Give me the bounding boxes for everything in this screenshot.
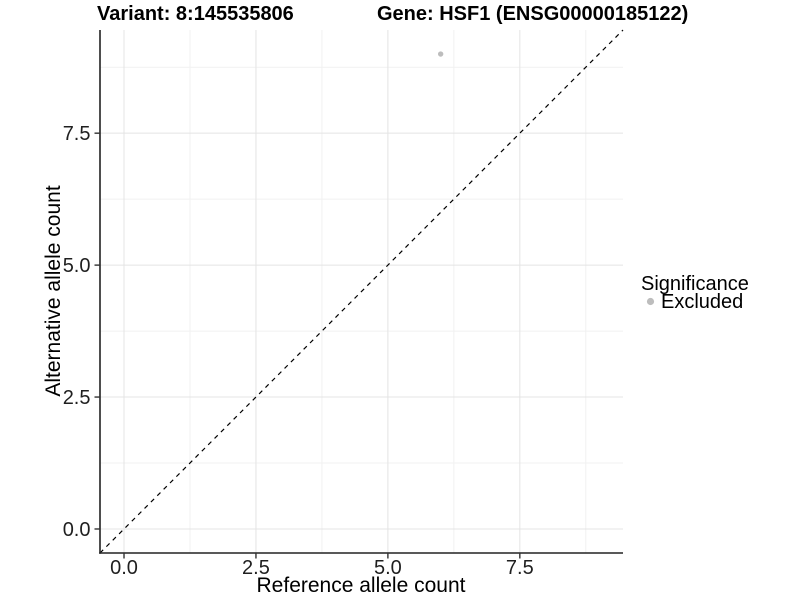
- y-tick-label: 5.0: [63, 255, 91, 277]
- minor-gridlines: [100, 30, 623, 553]
- legend-title: Significance: [641, 273, 749, 295]
- legend: Significance Excluded: [641, 273, 749, 313]
- legend-key-dot: [646, 297, 655, 306]
- x-tick-label: 0.0: [110, 557, 138, 579]
- x-axis-title: Reference allele count: [257, 574, 466, 597]
- y-tick-label: 7.5: [63, 123, 91, 145]
- x-tick-label: 7.5: [506, 557, 534, 579]
- tick-marks: [94, 132, 521, 559]
- data-points: [437, 51, 444, 57]
- legend-entry-label: Excluded: [661, 291, 743, 313]
- plot-title-gene: Gene: HSF1 (ENSG00000185122): [377, 3, 688, 25]
- y-tick-label: 0.0: [63, 519, 91, 541]
- tick-labels: 0.0 2.5 5.0 7.5 0.0 2.5 5.0 7.5: [63, 123, 534, 579]
- major-gridlines: [100, 30, 623, 553]
- x-tick-label: 2.5: [242, 557, 270, 579]
- y-axis-title: Alternative allele count: [42, 185, 65, 396]
- x-tick-label: 5.0: [374, 557, 402, 579]
- data-point: [437, 51, 444, 57]
- axis-lines: [99, 30, 623, 554]
- identity-reference-line: [99, 29, 624, 554]
- plot-title-variant: Variant: 8:145535806: [97, 3, 294, 25]
- y-tick-label: 2.5: [63, 387, 91, 409]
